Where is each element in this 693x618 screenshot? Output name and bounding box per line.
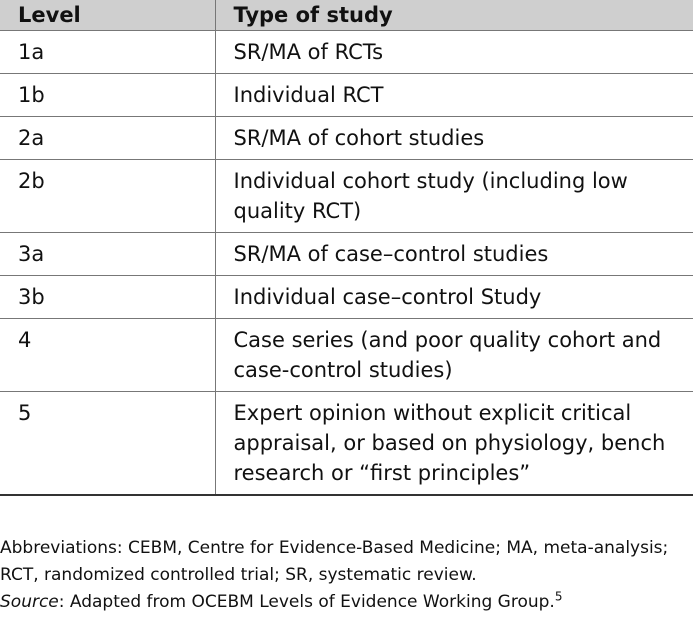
table-row: 5 Expert opinion without explicit critic…: [0, 391, 693, 496]
level-cell: 5: [0, 391, 215, 496]
table-row: 4 Case series (and poor quality cohort a…: [0, 318, 693, 392]
level-cell: 3a: [0, 232, 215, 276]
level-cell: 4: [0, 318, 215, 392]
type-cell: Expert opinion without explicit critical…: [214, 391, 693, 496]
source-label: Source: [0, 592, 59, 612]
table-footnotes: Abbreviations: CEBM, Centre for Evidence…: [0, 535, 693, 616]
table-header-row: Level Type of study: [0, 0, 693, 31]
level-cell: 2b: [0, 159, 215, 233]
level-cell: 1a: [0, 30, 215, 74]
source-text: : Adapted from OCEBM Levels of Evidence …: [58, 592, 555, 612]
levels-of-evidence-table: Level Type of study 1a SR/MA of RCTs 1b …: [0, 0, 693, 496]
table-row: 1a SR/MA of RCTs: [0, 30, 693, 74]
type-cell: SR/MA of RCTs: [214, 30, 693, 74]
header-level: Level: [0, 0, 215, 31]
table-row: 3a SR/MA of case–control studies: [0, 232, 693, 276]
type-cell: Individual cohort study (including low q…: [214, 159, 693, 233]
type-cell: Individual RCT: [214, 73, 693, 117]
level-cell: 1b: [0, 73, 215, 117]
type-cell: SR/MA of cohort studies: [214, 116, 693, 160]
abbreviations-note: Abbreviations: CEBM, Centre for Evidence…: [0, 538, 669, 585]
reference-superscript: 5: [554, 589, 563, 604]
header-type-of-study: Type of study: [214, 0, 693, 31]
type-cell: Individual case–control Study: [214, 275, 693, 319]
table-row: 2a SR/MA of cohort studies: [0, 116, 693, 160]
type-cell: Case series (and poor quality cohort and…: [214, 318, 693, 392]
type-cell: SR/MA of case–control studies: [214, 232, 693, 276]
table-row: 3b Individual case–control Study: [0, 275, 693, 319]
level-cell: 3b: [0, 275, 215, 319]
table-row: 1b Individual RCT: [0, 73, 693, 117]
source-note: Source: Adapted from OCEBM Levels of Evi…: [0, 589, 693, 616]
level-cell: 2a: [0, 116, 215, 160]
table-row: 2b Individual cohort study (including lo…: [0, 159, 693, 233]
